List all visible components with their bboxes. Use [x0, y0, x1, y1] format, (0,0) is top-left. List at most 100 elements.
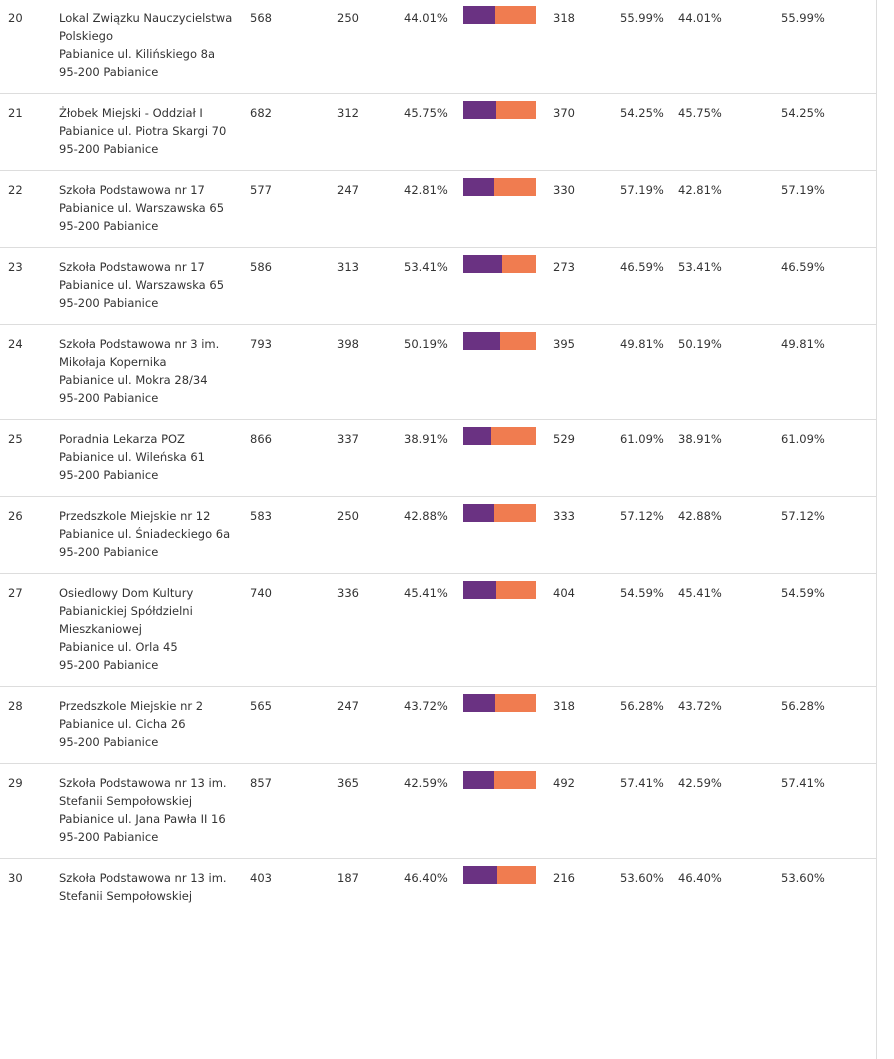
district-name-address: Szkoła Podstawowa nr 17 Pabianice ul. War… — [59, 181, 244, 235]
total-votes: 682 — [250, 106, 272, 120]
option-a-percent: 42.88% — [404, 509, 448, 523]
district-name-address: Przedszkole Miejskie nr 12 Pabianice ul. … — [59, 507, 244, 561]
table-row: 24 Szkoła Podstawowa nr 3 im. Mikołaja Ko… — [0, 325, 876, 420]
option-a-votes: 313 — [337, 260, 359, 274]
vote-share-bar — [463, 581, 536, 599]
option-b-votes: 370 — [553, 106, 575, 120]
vote-share-bar — [463, 332, 536, 350]
district-name-line: 95-200 Pabianice — [59, 830, 159, 844]
vote-share-bar — [463, 694, 536, 712]
option-b-votes: 529 — [553, 432, 575, 446]
option-a-percent: 38.91% — [404, 432, 448, 446]
total-votes: 857 — [250, 776, 272, 790]
table-row: 25 Poradnia Lekarza POZ Pabianice ul. Wil… — [0, 420, 876, 497]
vote-share-bar-a — [463, 427, 492, 445]
table-row: 21 Żłobek Miejski - Oddział I Pabianice u… — [0, 94, 876, 171]
vote-share-bar-b — [491, 427, 536, 445]
district-name-line: 95-200 Pabianice — [59, 219, 159, 233]
district-name-address: Żłobek Miejski - Oddział I Pabianice ul. … — [59, 104, 244, 158]
district-number: 28 — [8, 699, 23, 713]
district-name-address: Szkoła Podstawowa nr 13 im. Stefanii Semp… — [59, 869, 244, 905]
vote-share-bar — [463, 101, 536, 119]
option-a-percent-2: 53.41% — [678, 260, 722, 274]
vote-share-bar — [463, 255, 536, 273]
district-name-line: Mieszkaniowej — [59, 622, 142, 636]
option-a-percent-2: 44.01% — [678, 11, 722, 25]
option-b-votes: 404 — [553, 586, 575, 600]
table-row: 28 Przedszkole Miejskie nr 2 Pabianice ul… — [0, 687, 876, 764]
option-b-percent-2: 57.41% — [781, 776, 825, 790]
option-b-percent-2: 46.59% — [781, 260, 825, 274]
district-name-line: Stefanii Sempołowskiej — [59, 889, 193, 903]
option-b-percent: 54.59% — [620, 586, 664, 600]
total-votes: 583 — [250, 509, 272, 523]
district-number: 29 — [8, 776, 23, 790]
option-b-percent-2: 56.28% — [781, 699, 825, 713]
district-name-line: Stefanii Sempołowskiej — [59, 794, 193, 808]
option-b-percent-2: 57.12% — [781, 509, 825, 523]
district-number: 25 — [8, 432, 23, 446]
vote-share-bar-a — [463, 6, 496, 24]
district-name-line: 95-200 Pabianice — [59, 545, 159, 559]
total-votes: 586 — [250, 260, 272, 274]
option-a-percent: 43.72% — [404, 699, 448, 713]
table-row: 27 Osiedlowy Dom Kultury Pabianickiej Spó… — [0, 574, 876, 687]
table-row: 30 Szkoła Podstawowa nr 13 im. Stefanii S… — [0, 859, 876, 1059]
option-b-votes: 333 — [553, 509, 575, 523]
option-a-votes: 247 — [337, 699, 359, 713]
district-name-line: Szkoła Podstawowa nr 17 — [59, 183, 205, 197]
option-b-percent: 54.25% — [620, 106, 664, 120]
option-b-percent: 55.99% — [620, 11, 664, 25]
option-b-votes: 492 — [553, 776, 575, 790]
district-name-line: Szkoła Podstawowa nr 3 im. — [59, 337, 220, 351]
option-b-percent: 57.19% — [620, 183, 664, 197]
vote-share-bar-a — [463, 504, 495, 522]
vote-share-bar-a — [463, 581, 497, 599]
district-name-line: Pabianice ul. Orla 45 — [59, 640, 178, 654]
option-a-percent-2: 42.59% — [678, 776, 722, 790]
option-b-votes: 273 — [553, 260, 575, 274]
vote-share-bar-b — [494, 771, 536, 789]
option-a-votes: 398 — [337, 337, 359, 351]
district-name-line: Pabianice ul. Piotra Skargi 70 — [59, 124, 227, 138]
option-b-votes: 395 — [553, 337, 575, 351]
district-name-line: Pabianice ul. Mokra 28/34 — [59, 373, 208, 387]
district-name-line: 95-200 Pabianice — [59, 658, 159, 672]
option-b-percent: 49.81% — [620, 337, 664, 351]
option-b-percent-2: 54.59% — [781, 586, 825, 600]
option-a-percent-2: 43.72% — [678, 699, 722, 713]
option-b-percent-2: 49.81% — [781, 337, 825, 351]
vote-share-bar-b — [496, 101, 536, 119]
district-name-line: Pabianice ul. Warszawska 65 — [59, 278, 225, 292]
total-votes: 866 — [250, 432, 272, 446]
total-votes: 568 — [250, 11, 272, 25]
district-name-line: Szkoła Podstawowa nr 13 im. — [59, 871, 227, 885]
option-b-percent-2: 53.60% — [781, 871, 825, 885]
district-name-line: Osiedlowy Dom Kultury — [59, 586, 194, 600]
option-b-percent: 53.60% — [620, 871, 664, 885]
district-name-address: Szkoła Podstawowa nr 13 im. Stefanii Semp… — [59, 774, 244, 846]
table-row: 26 Przedszkole Miejskie nr 12 Pabianice u… — [0, 497, 876, 574]
district-name-line: 95-200 Pabianice — [59, 735, 159, 749]
option-b-votes: 318 — [553, 11, 575, 25]
vote-share-bar-a — [463, 332, 500, 350]
district-name-address: Szkoła Podstawowa nr 17 Pabianice ul. War… — [59, 258, 244, 312]
option-b-percent-2: 61.09% — [781, 432, 825, 446]
vote-share-bar-b — [496, 581, 536, 599]
option-a-percent-2: 42.81% — [678, 183, 722, 197]
district-name-line: 95-200 Pabianice — [59, 468, 159, 482]
district-name-line: 95-200 Pabianice — [59, 142, 159, 156]
vote-share-bar — [463, 427, 536, 445]
option-a-percent: 42.59% — [404, 776, 448, 790]
vote-share-bar-b — [495, 6, 536, 24]
vote-share-bar-b — [499, 332, 536, 350]
district-name-address: Przedszkole Miejskie nr 2 Pabianice ul. C… — [59, 697, 244, 751]
district-name-line: Pabianice ul. Cicha 26 — [59, 717, 186, 731]
district-name-line: Przedszkole Miejskie nr 2 — [59, 699, 204, 713]
district-name-line: Pabianice ul. Warszawska 65 — [59, 201, 225, 215]
option-a-percent: 45.41% — [404, 586, 448, 600]
district-name-line: Pabianickiej Spółdzielni — [59, 604, 193, 618]
vote-share-bar-b — [494, 178, 536, 196]
district-name-line: 95-200 Pabianice — [59, 296, 159, 310]
vote-share-bar-b — [494, 694, 536, 712]
